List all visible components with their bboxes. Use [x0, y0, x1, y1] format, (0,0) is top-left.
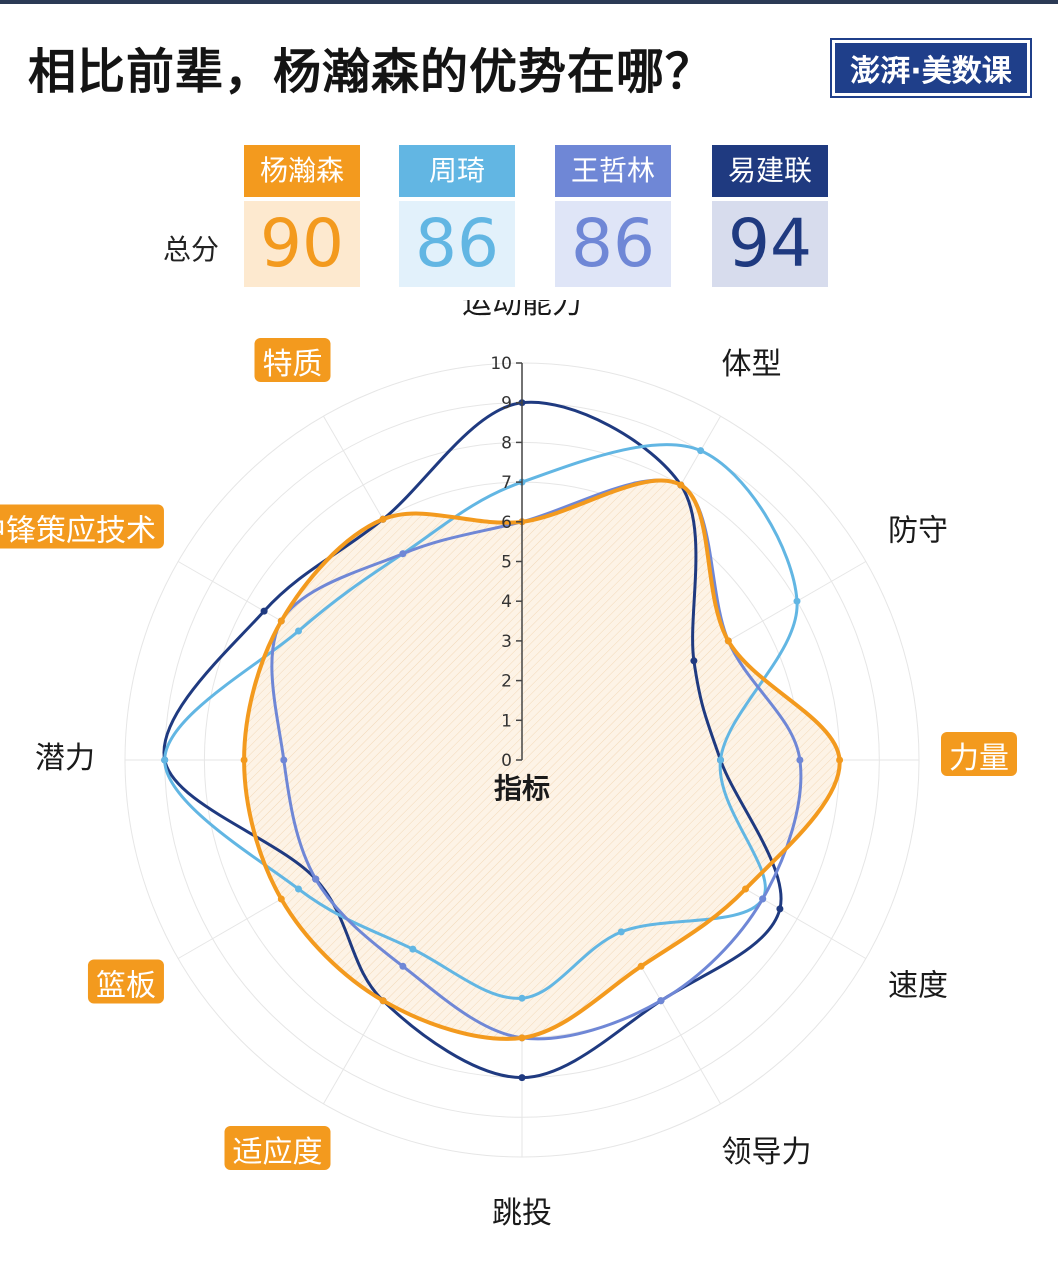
player-score: 90 — [244, 201, 360, 287]
data-point — [295, 627, 302, 635]
category-label-group: 速度 — [888, 969, 948, 1004]
data-point — [277, 895, 285, 903]
data-point — [280, 756, 288, 764]
radar-fill — [244, 480, 840, 1039]
data-point — [742, 885, 749, 893]
radial-axis: 0 1 2 3 4 5 6 7 8 9 10 — [490, 354, 523, 771]
category-label-group: 力量 — [941, 732, 1017, 776]
player-score: 86 — [399, 201, 515, 287]
player-card-zhou: 周琦 86 — [399, 145, 515, 287]
player-card-yi: 易建联 94 — [712, 145, 828, 287]
tick-label: 1 — [501, 711, 512, 731]
data-point — [277, 617, 285, 625]
category-tag-background — [941, 732, 1017, 776]
category-label: 篮板 — [96, 969, 156, 1004]
data-point — [796, 756, 804, 764]
player-score: 86 — [555, 201, 671, 287]
category-label: 中锋策应技术 — [0, 514, 156, 549]
top-border — [0, 0, 1058, 4]
tick-label: 2 — [501, 672, 512, 692]
data-point — [617, 928, 625, 936]
category-label: 防守 — [888, 514, 948, 549]
category-label: 体型 — [722, 347, 782, 382]
category-label: 潜力 — [35, 741, 95, 776]
data-point — [518, 994, 526, 1002]
data-point — [161, 756, 169, 764]
data-point — [260, 607, 268, 615]
tick-label: 3 — [501, 632, 512, 652]
player-score: 94 — [712, 201, 828, 287]
data-point — [399, 962, 407, 970]
data-point — [677, 481, 685, 489]
category-label-group: 中锋策应技术 — [0, 504, 164, 549]
data-point — [776, 905, 784, 913]
tick-label: 0 — [501, 751, 512, 771]
series-area-杨瀚森 — [244, 480, 840, 1039]
category-label-group: 运动能力 — [462, 300, 582, 321]
page-title: 相比前辈，杨瀚森的优势在哪？ — [28, 44, 715, 100]
player-card-yang: 杨瀚森 90 — [244, 145, 360, 287]
data-point — [637, 962, 645, 970]
tick-label: 4 — [501, 592, 512, 612]
tick-label: 5 — [501, 553, 512, 573]
category-label-group: 防守 — [888, 514, 948, 549]
category-label: 跳投 — [492, 1196, 552, 1231]
category-label-group: 跳投 — [492, 1196, 552, 1231]
player-name: 杨瀚森 — [244, 145, 360, 197]
data-point — [657, 997, 665, 1005]
category-label: 适应度 — [233, 1135, 323, 1170]
category-tag-background — [87, 959, 164, 1004]
tick-label: 8 — [501, 433, 512, 453]
data-point — [518, 1074, 526, 1082]
data-point — [240, 756, 248, 764]
category-label-group: 领导力 — [722, 1135, 812, 1170]
data-point — [518, 1034, 526, 1042]
data-point — [690, 657, 698, 665]
category-label-group: 体型 — [722, 347, 782, 382]
data-point — [379, 997, 387, 1005]
tick-label: 7 — [501, 473, 512, 493]
category-tag-background — [0, 504, 164, 549]
category-label: 领导力 — [722, 1135, 812, 1170]
data-point — [836, 756, 844, 764]
player-card-wang: 王哲林 86 — [555, 145, 671, 287]
category-label: 力量 — [949, 741, 1009, 776]
data-point — [312, 875, 320, 883]
player-name: 易建联 — [712, 145, 828, 197]
data-point — [717, 756, 724, 764]
publisher-logo: 澎湃·美数课 — [830, 38, 1032, 98]
data-point — [409, 945, 417, 953]
category-label-group: 潜力 — [35, 741, 95, 776]
data-point — [399, 550, 407, 558]
category-tag-background — [254, 337, 331, 382]
category-label: 运动能力 — [462, 300, 582, 321]
data-point — [697, 447, 705, 455]
data-point — [724, 637, 732, 645]
data-point — [793, 597, 801, 605]
tick-label: 6 — [501, 513, 512, 533]
category-label-group: 特质 — [254, 337, 331, 382]
tick-label: 10 — [490, 354, 512, 374]
series-line-周琦 — [163, 443, 799, 1000]
category-tag-background — [224, 1126, 331, 1171]
data-point — [759, 895, 767, 903]
category-label: 特质 — [263, 347, 323, 382]
category-label-group: 适应度 — [224, 1126, 331, 1171]
center-label: 指标 — [494, 772, 550, 805]
player-name: 周琦 — [399, 145, 515, 197]
tick-label: 9 — [501, 394, 512, 414]
data-point — [295, 885, 302, 893]
category-label: 速度 — [888, 969, 948, 1004]
player-name: 王哲林 — [555, 145, 671, 197]
data-point — [379, 515, 387, 523]
category-label-group: 篮板 — [87, 959, 164, 1004]
radar-series — [161, 399, 844, 1082]
total-score-label: 总分 — [163, 233, 220, 266]
